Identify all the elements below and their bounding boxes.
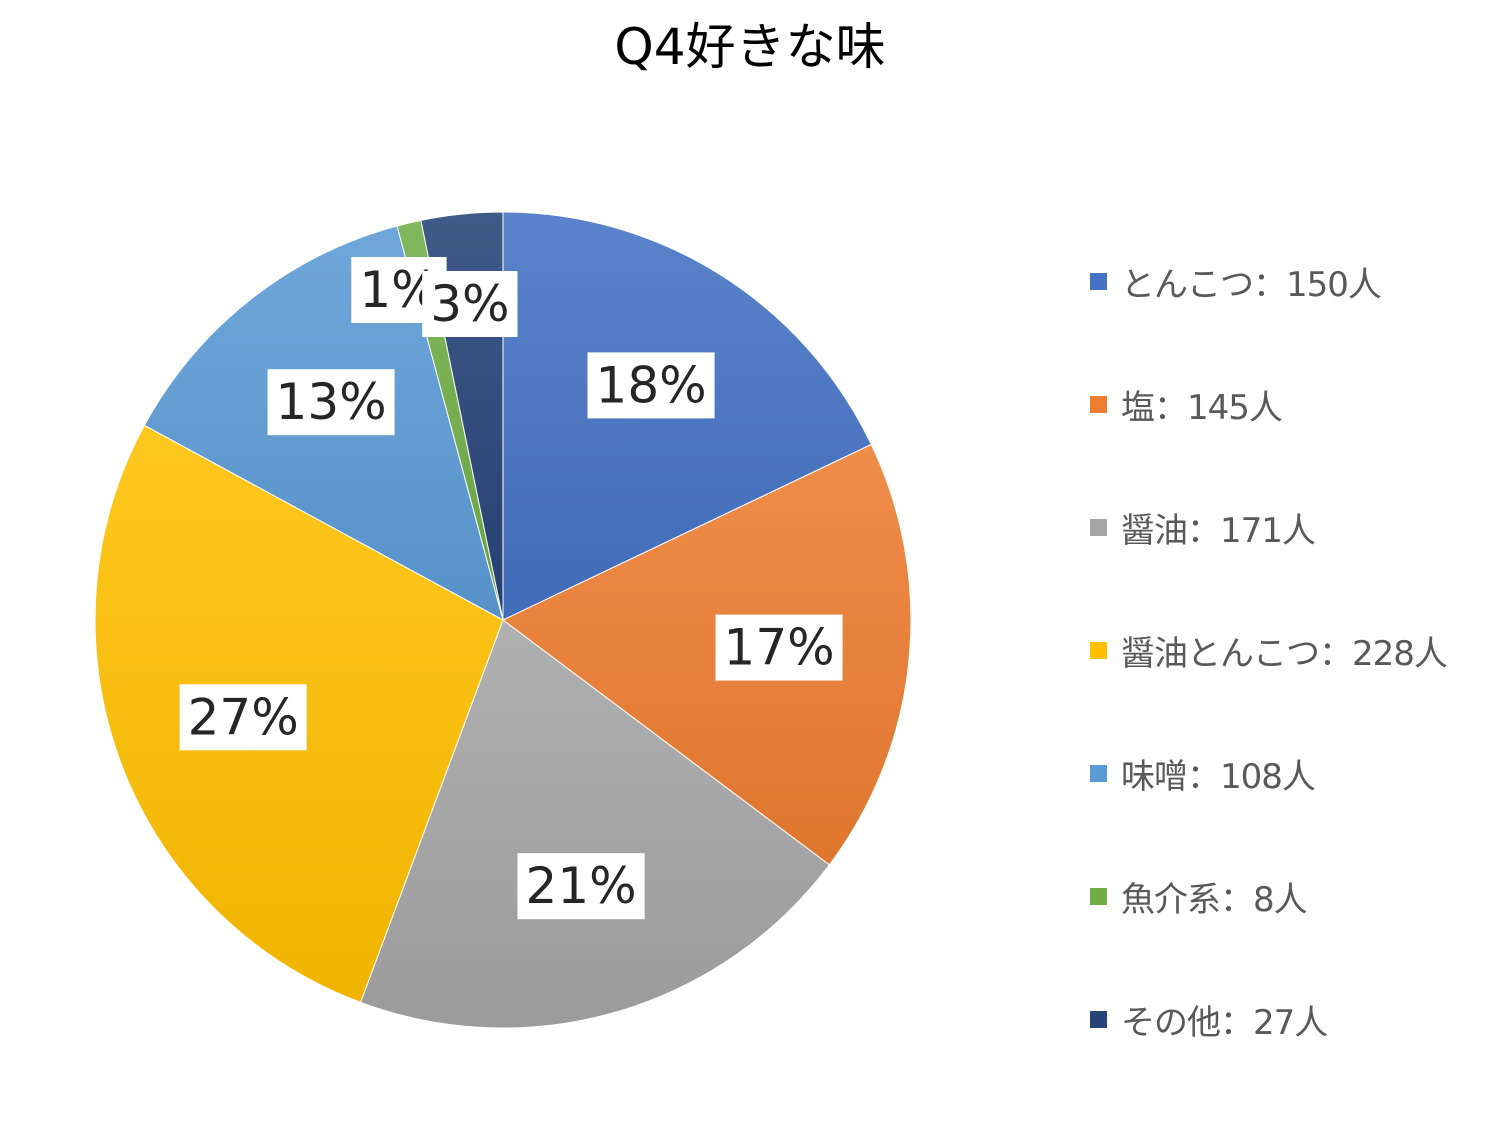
legend-item: その他：27人 bbox=[1090, 958, 1490, 1081]
slice-percent-text: 18% bbox=[596, 356, 707, 414]
legend-label: 魚介系：8人 bbox=[1121, 880, 1308, 920]
pie-slice bbox=[502, 443, 912, 866]
legend-swatch bbox=[1090, 1011, 1107, 1028]
slice-data-label: 27% bbox=[179, 684, 307, 751]
legend-label: その他：27人 bbox=[1121, 1003, 1328, 1043]
chart-legend: とんこつ：150人 塩：145人 醤油：171人醤油とんこつ：228人 味噌：108人… bbox=[1090, 220, 1490, 1081]
legend-swatch bbox=[1090, 273, 1107, 290]
legend-label: 味噌：108人 bbox=[1121, 757, 1316, 797]
legend-label: 醤油：171人 bbox=[1121, 511, 1316, 551]
slice-percent-text: 13% bbox=[276, 373, 387, 431]
legend-item: 醤油とんこつ：228人 bbox=[1090, 589, 1490, 712]
pie-data-labels: 18%17%21%27%13%1%3% bbox=[179, 257, 843, 920]
slice-label-background bbox=[587, 352, 715, 419]
slice-label-background bbox=[517, 853, 645, 920]
slice-data-label: 3% bbox=[422, 271, 518, 337]
slice-data-label: 21% bbox=[517, 853, 645, 920]
legend-swatch bbox=[1090, 396, 1107, 413]
legend-swatch bbox=[1090, 642, 1107, 659]
slice-percent-text: 17% bbox=[724, 619, 835, 677]
legend-label: 塩：145人 bbox=[1121, 388, 1283, 428]
chart-title: Q4好きな味 bbox=[614, 18, 886, 76]
legend-item: とんこつ：150人 bbox=[1090, 220, 1490, 343]
slice-data-label: 13% bbox=[267, 369, 395, 436]
pie-slice bbox=[359, 619, 831, 1029]
legend-item: 魚介系：8人 bbox=[1090, 835, 1490, 958]
slice-label-background bbox=[422, 271, 518, 337]
slice-label-background bbox=[267, 369, 395, 436]
slice-data-label: 18% bbox=[587, 352, 715, 419]
slice-percent-text: 3% bbox=[430, 275, 509, 333]
legend-label: 醤油とんこつ：228人 bbox=[1121, 634, 1448, 674]
slice-percent-text: 21% bbox=[526, 857, 637, 915]
legend-swatch bbox=[1090, 888, 1107, 905]
legend-label: とんこつ：150人 bbox=[1121, 265, 1382, 305]
slice-percent-text: 27% bbox=[188, 688, 299, 746]
slice-label-background bbox=[715, 614, 843, 681]
slice-label-background bbox=[179, 684, 307, 751]
legend-item: 味噌：108人 bbox=[1090, 712, 1490, 835]
legend-swatch bbox=[1090, 765, 1107, 782]
legend-item: 塩：145人 bbox=[1090, 343, 1490, 466]
legend-swatch bbox=[1090, 519, 1107, 536]
legend-item: 醤油：171人 bbox=[1090, 466, 1490, 589]
slice-data-label: 17% bbox=[715, 614, 843, 681]
